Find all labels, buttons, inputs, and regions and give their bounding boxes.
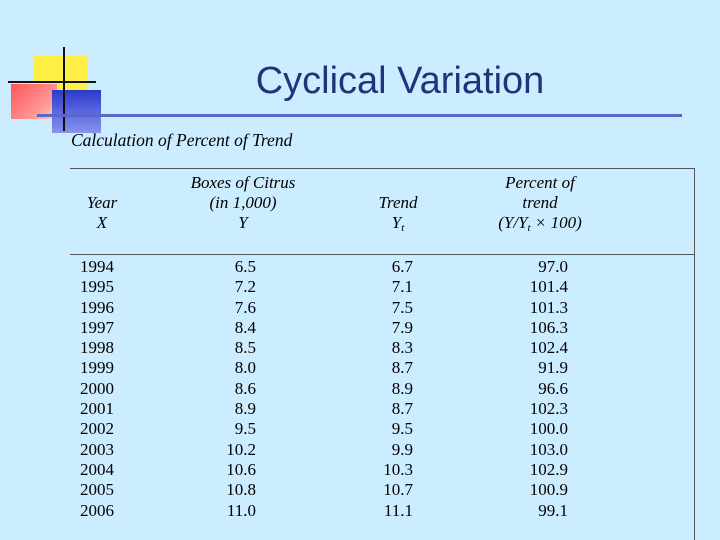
title-underline (37, 114, 682, 117)
table-row: 1995 7.2 7.1 101.4 (80, 277, 568, 297)
table-row: 1998 8.5 8.3 102.4 (80, 338, 568, 358)
table-row: 1997 8.4 7.9 106.3 (80, 317, 568, 337)
table-header-border (70, 254, 695, 255)
header-boxes: Boxes of Citrus (in 1,000) Y (190, 173, 296, 232)
table-body: 1994 6.5 6.7 97.0 1995 7.2 7.1 101.4 1996 7.6 7.… (0, 257, 720, 521)
table-row: 2000 8.6 8.9 96.6 (80, 378, 568, 398)
table-caption: Calculation of Percent of Trend (71, 130, 293, 150)
table-right-border (694, 168, 695, 540)
table-row: 2006 11.0 11.1 99.1 (80, 500, 568, 520)
table-row: 2001 8.9 8.7 102.3 (80, 399, 568, 419)
table-row: 1999 8.0 8.7 91.9 (80, 358, 568, 378)
header-year: Year X (86, 193, 118, 232)
table-row: 1996 7.6 7.5 101.3 (80, 297, 568, 317)
logo-blue-square (52, 90, 101, 133)
logo-horizontal-line (8, 81, 96, 83)
table-top-border (70, 168, 695, 169)
logo-vertical-line (63, 47, 65, 131)
table-row: 2003 10.2 9.9 103.0 (80, 439, 568, 459)
table-row: 2002 9.5 9.5 100.0 (80, 419, 568, 439)
table-row: 1994 6.5 6.7 97.0 (80, 257, 568, 276)
header-percent-of-trend: Percent of trend (Y/Yt × 100) (498, 173, 582, 234)
table-row: 2004 10.6 10.3 102.9 (80, 459, 568, 479)
header-trend: Trend Yt (378, 193, 418, 234)
slide-title: Cyclical Variation (255, 60, 545, 102)
logo-red-square (11, 84, 57, 119)
table-row: 2005 10.8 10.7 100.9 (80, 480, 568, 500)
